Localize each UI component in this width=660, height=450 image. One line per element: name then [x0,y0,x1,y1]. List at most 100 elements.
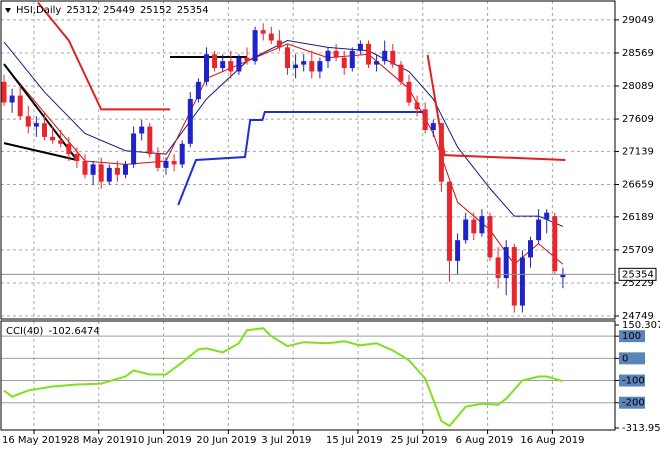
candle-body [333,50,339,58]
cci-line [3,327,564,428]
y-tick-label: 27609 [622,114,654,125]
header-value: 25354 [177,5,209,16]
candle-body [560,274,566,278]
last-price-box [618,267,657,281]
candle-body [325,50,331,62]
candle-body [131,133,137,165]
candle-body [398,64,404,82]
x-tick-label: 3 Jul 2019 [261,435,311,446]
candle-body [495,257,501,279]
candle-body [106,167,112,182]
candle-body [479,216,485,234]
candle-body [390,50,396,65]
x-tick-label: 6 Aug 2019 [456,435,514,446]
header-value: 25449 [103,5,135,16]
candle-body [463,219,469,241]
candle-body [147,126,153,155]
candle-body [220,61,226,69]
candle-body [471,219,477,234]
candle-body [1,81,7,103]
price-panel [1,1,615,319]
candle-body [114,167,120,175]
overlay-line [426,54,566,161]
header-value: 25312 [66,5,98,16]
y-tick-label: -313.950 [622,423,660,434]
candle-body [17,95,23,117]
candle-body [9,95,15,103]
y-tick-label: 25229 [622,278,654,289]
x-tick-label: 20 Jun 2019 [196,435,256,446]
candle-body [236,57,242,72]
y-tick-label: 29049 [622,15,654,26]
candle-body [366,43,371,65]
level-box [619,396,645,409]
candle-body [357,43,363,51]
candle-body [406,81,412,103]
candle-body [511,247,517,306]
candle-body [422,109,428,131]
candle-body [414,102,420,110]
indicator-value: -102.6474 [48,326,99,337]
candle-body [244,57,250,62]
overlay-line [3,63,78,161]
x-tick-label: 15 Jul 2019 [326,435,383,446]
candle-body [123,164,128,175]
y-tick-label: 25709 [622,245,654,256]
candle-body [90,164,96,175]
candle-body [228,61,234,72]
candle-body [179,143,185,165]
candle-body [155,154,161,168]
candle-body [42,123,47,137]
candle-body [536,219,542,241]
y-tick-label: 28569 [622,48,654,59]
candle-body [25,116,31,127]
last-price-label: 25354 [622,269,654,280]
candle-body [455,240,461,261]
candle-body [139,126,145,134]
candle-body [187,99,193,144]
candle-body [528,240,533,258]
y-tick-label: 150.3071 [622,320,660,331]
candle-body [285,47,290,69]
candle-body [374,61,380,65]
overlay-line [177,111,426,206]
candle-body [430,123,436,131]
candle-body [276,40,282,48]
overlay-line [37,1,170,111]
candle-body [552,216,558,272]
candle-body [349,50,355,69]
candle-body [50,136,56,141]
candle-body [301,61,307,65]
candle-body [66,143,72,155]
candle-body [317,61,323,72]
cci-panel [1,321,615,430]
header-value: 25152 [140,5,172,16]
candle-body [58,140,64,144]
header-arrow [5,8,11,13]
y-tick-label: -100 [622,376,645,387]
candle-body [195,81,201,100]
overlay-layer: 29049 28569 28089 27609 27139 26659 26189 25709… [2,5,660,446]
candle-body [163,161,169,168]
candle-body [447,181,452,261]
candle-body [98,164,104,182]
candle-body [341,57,347,69]
x-tick-label: 16 Aug 2019 [520,435,584,446]
candle-body [503,247,509,279]
y-tick-label: 28089 [622,81,654,92]
x-tick-label: 28 May 2019 [67,435,132,446]
candle-body [309,61,315,72]
candle-body [204,54,209,82]
candle-body [212,54,218,69]
candle-body [544,212,550,220]
candle-body [74,154,80,161]
indicator-name: CCI(40) [6,326,44,337]
candle-body [33,123,39,127]
level-box [619,352,645,365]
candle-body [438,123,444,182]
candle-body [487,216,493,258]
level-box [619,330,645,343]
cci-frame [0,320,616,431]
chart-title: HSI,Daily [16,5,61,16]
